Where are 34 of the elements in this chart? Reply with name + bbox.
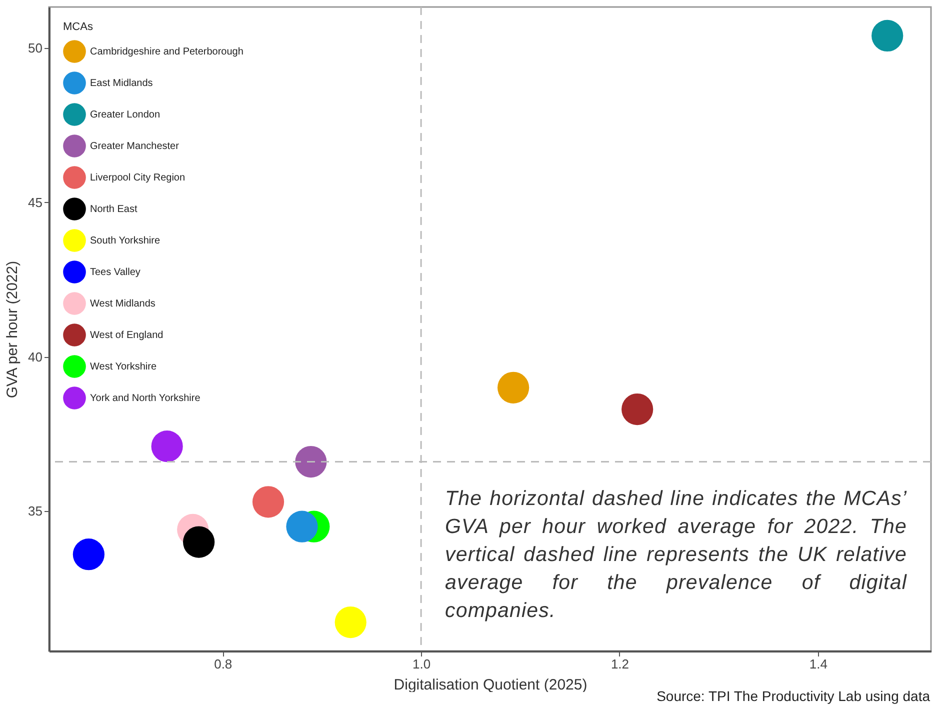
annotation: The horizontal dashed line indicates the MCAs’ GVA per hour worked average for 2022. The vertical dashed line represents the UK relative average for the prevalence of digital companies. (445, 486, 907, 624)
y-tick-label: 50 (28, 40, 42, 56)
point (334, 606, 366, 638)
point (622, 393, 654, 426)
point (252, 486, 284, 518)
point (498, 372, 530, 404)
legend-label: North East (90, 204, 138, 215)
source-note: Source: TPI The Productivity Lab using data (656, 688, 930, 704)
legend-label: West of England (90, 330, 164, 341)
y-tick-label: 45 (28, 194, 42, 210)
legend-label: Cambridgeshire and Peterborough (90, 46, 244, 58)
x-tick-label: 1.2 (610, 656, 630, 672)
y-axis-title: GVA per hour (2022) (4, 260, 22, 398)
legend-label: Liverpool City Region (90, 172, 186, 184)
legend-label: Greater Manchester (90, 141, 180, 152)
x-tick-label: 0.8 (214, 656, 232, 672)
y-tick-label: 35 (28, 504, 42, 519)
point (286, 510, 318, 542)
legend-label: West Yorkshire (90, 362, 157, 372)
legend-label: Greater London (90, 110, 160, 120)
x-tick-label: 1.0 (412, 656, 431, 672)
point (72, 538, 104, 570)
legend-title: MCAs (63, 21, 94, 33)
legend-label: Tees Valley (90, 267, 140, 278)
legend-label: West Midlands (90, 298, 156, 310)
point (295, 446, 327, 478)
point (151, 430, 183, 462)
y-tick-label: 40 (28, 349, 42, 364)
legend-label: East Midlands (90, 78, 153, 89)
x-tick-label: 1.4 (809, 656, 828, 672)
legend-label: South Yorkshire (90, 236, 160, 246)
point (183, 526, 215, 558)
legend-label: York and North Yorkshire (90, 393, 201, 404)
point (872, 20, 904, 52)
